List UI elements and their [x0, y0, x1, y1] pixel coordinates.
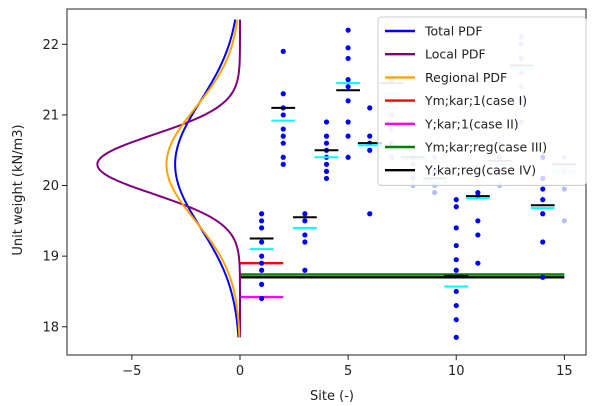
site-4-point-2 — [323, 168, 330, 175]
site-11-point-5 — [475, 189, 481, 196]
y-tick-label-22: 22 — [42, 38, 59, 53]
y-axis-label: Unit weight (kN/m3) — [11, 124, 26, 255]
x-tick-label--5: −5 — [122, 364, 141, 379]
site-2-point-5 — [280, 126, 286, 132]
site-4-point-1 — [323, 175, 330, 182]
site-10-point-5 — [453, 267, 459, 273]
site-6-point-2 — [367, 147, 373, 153]
site-10-point-6 — [453, 257, 459, 263]
site-5-point-8 — [345, 45, 351, 51]
legend-label-2: Local PDF — [425, 47, 486, 62]
y-tick-label-18: 18 — [42, 320, 59, 335]
site-6-point-5 — [367, 105, 373, 111]
site-14-point-4 — [540, 197, 546, 203]
x-tick-label-0: 0 — [236, 364, 244, 379]
site-15-point-1 — [561, 218, 567, 224]
legend: Total PDF Local PDF Regional PDF Ym;kar;1(c… — [377, 16, 587, 186]
site-2-point-1 — [280, 161, 286, 167]
site-2-point-9 — [280, 48, 286, 54]
site-4-point-6 — [323, 140, 330, 146]
site-10-point-9 — [453, 204, 459, 210]
legend-label-4: Ym;kar;1(case I) — [424, 93, 527, 108]
site-2-point-2 — [280, 154, 286, 160]
site-11-point-2 — [475, 232, 481, 238]
legend-label-6: Ym;kar;reg(case III) — [424, 140, 547, 155]
pdf-curve-2 — [96, 19, 241, 338]
site-1-point-7 — [259, 225, 265, 231]
site-2-point-6 — [280, 112, 286, 118]
site-1-point-6 — [259, 239, 265, 245]
site-14-point-2 — [540, 239, 546, 245]
pdf-curve-1 — [174, 19, 240, 338]
site-3-point-1 — [302, 267, 308, 273]
site-5-point-5 — [345, 84, 351, 90]
site-3-point-3 — [302, 232, 308, 238]
site-4-point-3 — [323, 161, 330, 167]
x-axis-label: Site (-) — [310, 389, 354, 404]
x-tick-label-15: 15 — [556, 364, 573, 379]
site-10-point-3 — [453, 302, 459, 309]
site-11-point-3 — [475, 218, 481, 224]
site-14-point-1 — [540, 274, 546, 280]
site-11-point-1 — [475, 260, 481, 266]
legend-box — [377, 16, 587, 186]
site-5-point-9 — [345, 27, 351, 33]
site-4-point-8 — [323, 119, 330, 125]
site-5-point-2 — [345, 133, 351, 139]
site-1-point-2 — [259, 281, 265, 287]
site-1-point-3 — [259, 267, 265, 273]
x-tick-label-10: 10 — [448, 364, 465, 379]
site-5-point-6 — [345, 77, 351, 83]
site-10-point-8 — [453, 225, 459, 231]
site-15-point-2 — [561, 186, 567, 192]
y-tick-label-20: 20 — [42, 179, 59, 194]
site-14-point-3 — [540, 211, 546, 217]
site-9-point-1 — [432, 189, 438, 196]
site-10-point-4 — [453, 288, 459, 295]
pdf-curve-3 — [165, 19, 241, 338]
site-1-point-5 — [259, 253, 265, 259]
site-10-point-2 — [453, 317, 459, 323]
site-5-point-1 — [345, 154, 351, 160]
legend-label-5: Y;kar;1(case II) — [424, 116, 519, 131]
site-3-point-5 — [302, 211, 308, 217]
site-10-point-10 — [453, 197, 459, 203]
site-2-point-4 — [280, 133, 286, 139]
site-1-point-9 — [259, 211, 265, 217]
site-10-point-7 — [453, 242, 459, 249]
y-tick-label-19: 19 — [42, 250, 59, 265]
site-10-point-1 — [453, 334, 459, 340]
site-14-point-5 — [540, 186, 546, 192]
site-1-point-4 — [259, 260, 265, 266]
site-6-point-1 — [367, 211, 373, 217]
site-3-point-4 — [302, 218, 308, 224]
y-tick-label-21: 21 — [42, 108, 59, 123]
site-5-point-4 — [345, 98, 351, 104]
legend-label-7: Y;kar;reg(case IV) — [424, 163, 536, 178]
site-6-point-4 — [367, 133, 373, 139]
site-2-point-8 — [280, 91, 286, 97]
legend-label-3: Regional PDF — [425, 70, 507, 85]
x-tick-label-5: 5 — [344, 364, 352, 379]
site-1-point-8 — [259, 218, 265, 224]
site-2-point-3 — [280, 140, 286, 146]
site-5-point-3 — [345, 119, 351, 125]
site-4-point-7 — [323, 133, 330, 139]
legend-label-1: Total PDF — [424, 24, 483, 39]
site-5-point-7 — [345, 55, 351, 62]
site-3-point-2 — [302, 239, 308, 245]
site-1-point-1 — [259, 295, 265, 302]
